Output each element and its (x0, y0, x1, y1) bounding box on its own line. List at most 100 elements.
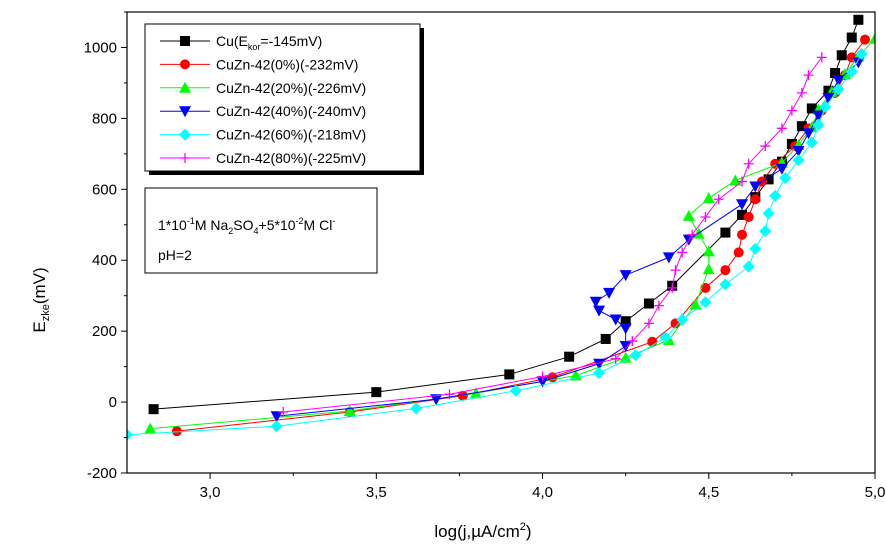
data-point (812, 110, 825, 122)
data-point (796, 121, 807, 132)
data-point (589, 296, 602, 308)
legend-item: CuZn-42(40%)(-240mV) (160, 103, 366, 119)
legend-item: CuZn-42(80%)(-225mV) (160, 150, 366, 166)
y-tick-label: 0 (109, 394, 117, 411)
data-point (852, 57, 865, 69)
data-point (702, 245, 715, 257)
legend-marker (180, 59, 190, 70)
data-point (536, 376, 549, 388)
data-point (148, 404, 159, 415)
data-point (736, 199, 749, 211)
legend-label: CuZn-42(80%)(-225mV) (216, 150, 366, 166)
data-point (662, 252, 675, 264)
legend-marker (179, 128, 191, 141)
data-point (713, 194, 724, 205)
data-point (860, 34, 871, 45)
condition-note-line1: 1*10-1M Na2SO4+5*10-2M Cl- (158, 216, 335, 236)
data-point (720, 227, 731, 238)
y-tick-label: 200 (92, 323, 117, 340)
data-point (743, 211, 754, 222)
data-point (729, 174, 742, 186)
data-point (742, 260, 755, 273)
data-point (779, 171, 792, 184)
data-point (733, 247, 744, 258)
condition-note-line2: pH=2 (158, 247, 192, 263)
legend-label: CuZn-42(0%)(-232mV) (216, 56, 358, 72)
data-point (619, 270, 632, 282)
x-tick-label: 4,5 (698, 484, 719, 501)
data-point (855, 47, 868, 60)
legend-marker (180, 153, 190, 163)
legend-label: CuZn-42(60%)(-218mV) (216, 127, 366, 143)
data-point (509, 384, 522, 397)
data-point (802, 128, 815, 140)
legend-item: Cu(Ekor=-145mV) (160, 33, 322, 52)
series-4 (127, 47, 868, 441)
data-point (620, 316, 631, 327)
data-point (643, 298, 654, 309)
data-point (659, 331, 672, 344)
y-axis-title-sub: zke (40, 304, 52, 321)
data-point (823, 85, 834, 96)
data-point (171, 426, 182, 437)
data-point (832, 83, 845, 96)
legend: Cu(Ekor=-145mV) CuZn-42(0%)(-232mV) CuZn-4… (144, 23, 424, 175)
data-point (600, 333, 611, 344)
data-point (627, 336, 638, 347)
x-axis-title-main: log(j,µA/cm (434, 522, 519, 541)
data-point (702, 192, 715, 204)
data-point (796, 87, 807, 98)
legend-marker (179, 81, 191, 93)
y-tick-label: 400 (92, 252, 117, 269)
data-point (270, 420, 283, 433)
data-point (677, 247, 688, 258)
data-point (803, 70, 814, 81)
data-point (750, 194, 761, 205)
data-point (700, 211, 711, 222)
data-point (853, 14, 864, 25)
data-point (593, 366, 606, 379)
data-point (763, 174, 774, 185)
data-point (786, 105, 797, 116)
data-point (760, 141, 771, 152)
legend-label: CuZn-42(40%)(-240mV) (216, 103, 366, 119)
data-point (564, 351, 575, 362)
data-point (603, 287, 616, 299)
data-point (144, 422, 157, 434)
y-tick-label: 1000 (84, 39, 117, 56)
x-tick-label: 3,5 (366, 484, 387, 501)
legend-items: Cu(Ekor=-145mV) CuZn-42(0%)(-232mV) CuZn-4… (160, 33, 366, 166)
data-point (812, 118, 825, 131)
legend-box (144, 23, 421, 172)
legend-label: Cu(Ekor=-145mV) (216, 33, 322, 52)
data-point (792, 146, 805, 158)
data-point (670, 265, 681, 276)
legend-marker (180, 36, 190, 46)
data-point (504, 369, 515, 380)
data-point (609, 314, 622, 326)
data-point (610, 353, 621, 364)
x-tick-label: 5,0 (865, 484, 886, 501)
x-tick-label: 4,0 (532, 484, 553, 501)
data-point (762, 207, 775, 220)
data-point (836, 50, 847, 61)
condition-note: 1*10-1M Na2SO4+5*10-2M Cl- pH=2 (144, 187, 378, 274)
legend-marker (179, 106, 191, 118)
data-point (371, 387, 382, 398)
y-tick-label: -200 (87, 465, 117, 482)
series-3 (270, 57, 865, 423)
y-tick-label: 800 (92, 110, 117, 127)
legend-label: CuZn-42(20%)(-226mV) (216, 80, 366, 96)
data-point (702, 263, 715, 275)
legend-item: CuZn-42(20%)(-226mV) (160, 80, 366, 96)
data-point (270, 411, 283, 423)
condition-note-box (144, 187, 378, 274)
data-point (619, 341, 632, 353)
y-axis-title: Ezke(mV) (30, 267, 52, 332)
x-axis-title-sup: 2 (520, 521, 526, 533)
data-point (687, 229, 698, 240)
data-point (737, 209, 748, 220)
data-point (719, 278, 732, 291)
data-point (846, 32, 857, 43)
